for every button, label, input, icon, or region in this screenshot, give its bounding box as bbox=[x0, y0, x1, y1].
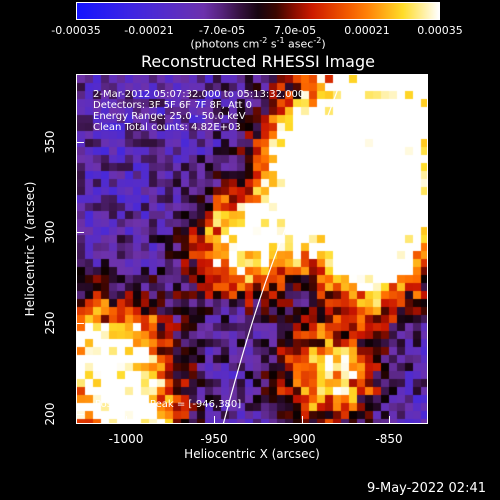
colorbar-label: 0.00035 bbox=[417, 24, 463, 37]
y-tick-label: 350 bbox=[43, 130, 57, 154]
x-axis-label: Heliocentric X (arcsec) bbox=[184, 447, 320, 461]
annotation-time: 2-Mar-2012 05:07:32.000 to 05:13:32.000 bbox=[93, 89, 305, 100]
colorbar-label: 7.0e-05 bbox=[273, 24, 317, 37]
image-plot: 2-Mar-2012 05:07:32.000 to 05:13:32.000 … bbox=[76, 74, 428, 424]
y-tick-label: 250 bbox=[43, 311, 57, 335]
x-tick-label: -850 bbox=[375, 432, 403, 446]
colorbar-label: 0.00021 bbox=[344, 24, 390, 37]
rhessi-heatmap bbox=[77, 75, 427, 423]
colorbar-label: -0.00035 bbox=[51, 24, 101, 37]
solar-limb-line bbox=[222, 75, 344, 423]
annotation-detectors: Detectors: 3F 5F 6F 7F 8F, Att 0 bbox=[93, 100, 253, 111]
colorbar bbox=[76, 2, 440, 20]
annotation-peak: Position of Peak = [-946,380] bbox=[95, 399, 242, 410]
plot-title: Reconstructed RHESSI Image bbox=[141, 52, 375, 71]
x-tick-label: -900 bbox=[288, 432, 316, 446]
annotation-energy: Energy Range: 25.0 - 50.0 keV bbox=[93, 111, 246, 122]
colorbar-units: (photons cm-2 s-1 asec-2) bbox=[190, 36, 326, 51]
colorbar-label: -7.0e-05 bbox=[198, 24, 246, 37]
annotation-counts: Clean Total counts: 4.82E+03 bbox=[93, 122, 241, 133]
x-tick-label: -1000 bbox=[108, 432, 144, 446]
y-tick-label: 200 bbox=[43, 402, 57, 426]
y-axis-label: Heliocentric Y (arcsec) bbox=[23, 181, 37, 317]
timestamp: 9-May-2022 02:41 bbox=[367, 481, 486, 496]
x-tick-label: -950 bbox=[200, 432, 228, 446]
colorbar-label: -0.00021 bbox=[124, 24, 174, 37]
y-tick-label: 300 bbox=[43, 220, 57, 244]
colorbar-gradient bbox=[77, 3, 439, 19]
